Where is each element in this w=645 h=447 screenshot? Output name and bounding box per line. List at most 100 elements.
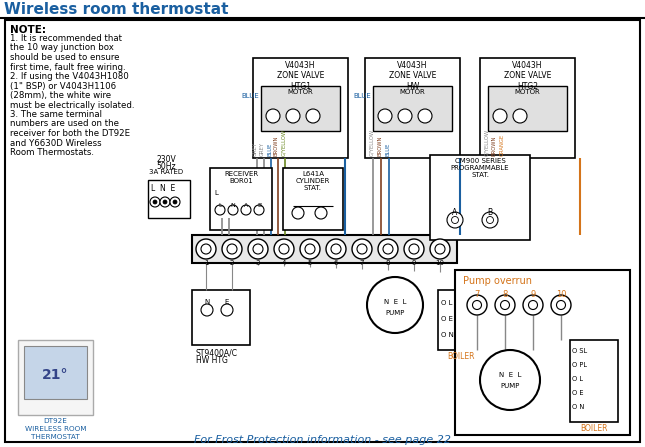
Circle shape	[163, 200, 167, 204]
Circle shape	[196, 239, 216, 259]
Circle shape	[523, 295, 543, 315]
Text: 230V: 230V	[156, 155, 176, 164]
Text: B: B	[488, 208, 493, 217]
Circle shape	[467, 295, 487, 315]
Circle shape	[241, 205, 251, 215]
Text: BOILER: BOILER	[580, 424, 608, 433]
Text: PUMP: PUMP	[385, 310, 404, 316]
Text: B: B	[257, 203, 261, 208]
Circle shape	[150, 197, 160, 207]
Text: L: L	[218, 203, 222, 208]
Circle shape	[528, 300, 537, 309]
Text: BLUE: BLUE	[241, 93, 259, 99]
Circle shape	[326, 239, 346, 259]
Circle shape	[315, 207, 327, 219]
Text: should be used to ensure: should be used to ensure	[10, 53, 119, 62]
Text: G/YELLOW: G/YELLOW	[281, 129, 286, 156]
Text: 9: 9	[412, 260, 416, 266]
Circle shape	[435, 244, 445, 254]
Circle shape	[447, 212, 463, 228]
Text: 8: 8	[386, 260, 390, 266]
Text: ORANGE: ORANGE	[500, 134, 505, 156]
Circle shape	[404, 239, 424, 259]
Text: 3. The same terminal: 3. The same terminal	[10, 110, 102, 119]
Text: O N: O N	[441, 332, 454, 338]
Text: BOILER: BOILER	[447, 352, 474, 361]
Text: V4043H
ZONE VALVE
HTG1: V4043H ZONE VALVE HTG1	[277, 61, 324, 91]
Circle shape	[398, 109, 412, 123]
Bar	[430, 155, 530, 240]
Text: BLUE: BLUE	[353, 93, 371, 99]
Text: O L: O L	[441, 300, 453, 306]
Text: numbers are used on the: numbers are used on the	[10, 119, 119, 128]
Circle shape	[221, 304, 233, 316]
Text: the 10 way junction box: the 10 way junction box	[10, 43, 114, 52]
Bar	[148, 180, 190, 218]
Text: 8: 8	[502, 290, 508, 299]
Bar	[570, 340, 618, 422]
Text: L: L	[214, 190, 218, 196]
Text: 3A RATED: 3A RATED	[149, 169, 183, 175]
Text: receiver for both the DT92E: receiver for both the DT92E	[10, 129, 130, 138]
Text: 6: 6	[333, 260, 338, 266]
Text: L  N  E: L N E	[151, 184, 175, 193]
Circle shape	[305, 244, 315, 254]
Bar	[438, 290, 483, 350]
Circle shape	[201, 304, 213, 316]
Text: GREY: GREY	[253, 142, 258, 156]
Circle shape	[215, 205, 225, 215]
Text: Wireless room thermostat: Wireless room thermostat	[4, 2, 228, 17]
Text: Room Thermostats.: Room Thermostats.	[10, 148, 94, 157]
Text: E: E	[225, 299, 229, 305]
Text: first time, fault free wiring.: first time, fault free wiring.	[10, 63, 126, 72]
Circle shape	[253, 244, 263, 254]
Text: BROWN: BROWN	[274, 135, 279, 156]
Text: RECEIVER
BOR01: RECEIVER BOR01	[224, 171, 258, 184]
Bar	[192, 235, 457, 263]
Bar	[253, 58, 348, 158]
Circle shape	[383, 244, 393, 254]
Circle shape	[160, 197, 170, 207]
Text: GREY: GREY	[260, 142, 265, 156]
Text: O E: O E	[441, 316, 453, 322]
Text: HW HTG: HW HTG	[196, 356, 228, 365]
Text: MOTOR: MOTOR	[288, 89, 313, 95]
Text: ST9400A/C: ST9400A/C	[196, 348, 238, 357]
Text: DT92E: DT92E	[44, 418, 68, 424]
Text: For Frost Protection information - see page 22: For Frost Protection information - see p…	[194, 435, 451, 445]
Text: must be electrically isolated.: must be electrically isolated.	[10, 101, 135, 110]
Text: A: A	[244, 203, 248, 208]
Bar	[210, 168, 272, 230]
Circle shape	[367, 277, 423, 333]
Bar	[373, 86, 452, 131]
Circle shape	[378, 109, 392, 123]
Text: L641A
CYLINDER
STAT.: L641A CYLINDER STAT.	[296, 171, 330, 191]
Circle shape	[409, 244, 419, 254]
Text: O N: O N	[572, 404, 584, 410]
Text: 3: 3	[256, 260, 260, 266]
Text: 10: 10	[556, 290, 566, 299]
Circle shape	[292, 207, 304, 219]
Text: N: N	[231, 203, 235, 208]
Text: O PL: O PL	[572, 362, 587, 368]
Text: MOTOR: MOTOR	[515, 89, 541, 95]
Text: N  E  L: N E L	[384, 299, 406, 305]
Bar	[24, 346, 87, 399]
Circle shape	[274, 239, 294, 259]
Text: 1. It is recommended that: 1. It is recommended that	[10, 34, 122, 43]
Text: 50Hz: 50Hz	[156, 162, 176, 171]
Text: 9: 9	[530, 290, 535, 299]
Circle shape	[482, 212, 498, 228]
Circle shape	[170, 197, 180, 207]
Bar	[365, 58, 460, 158]
Bar	[455, 270, 630, 435]
Text: MOTOR: MOTOR	[400, 89, 425, 95]
Bar	[192, 290, 250, 345]
Text: 5: 5	[308, 260, 312, 266]
Bar	[18, 340, 93, 415]
Circle shape	[451, 216, 459, 224]
Circle shape	[227, 244, 237, 254]
Circle shape	[501, 300, 510, 309]
Text: G/YELLOW: G/YELLOW	[369, 129, 374, 156]
Text: and Y6630D Wireless: and Y6630D Wireless	[10, 139, 102, 148]
